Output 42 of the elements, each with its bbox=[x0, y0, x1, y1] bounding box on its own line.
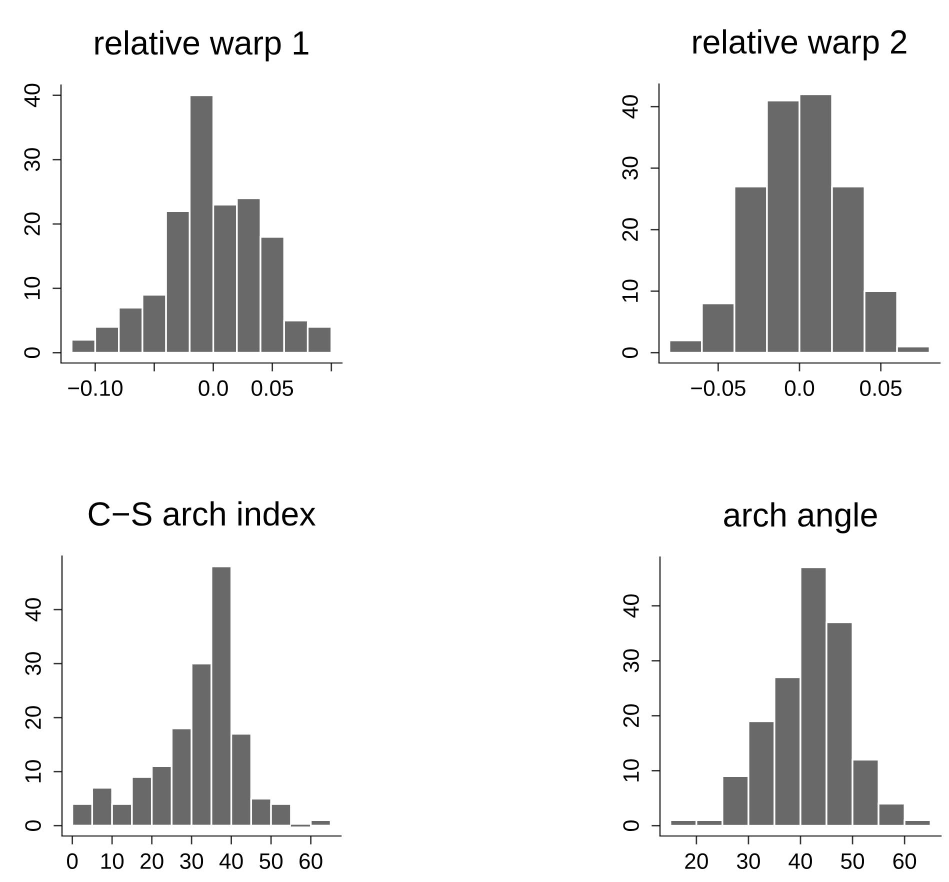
y-tick-label: 40 bbox=[622, 95, 638, 118]
y-tick-label: 20 bbox=[623, 704, 639, 727]
y-tick-label: 30 bbox=[25, 652, 41, 676]
y-tick-label: 10 bbox=[622, 280, 638, 302]
y-tick-label: 40 bbox=[25, 598, 41, 622]
x-tick-label: 60 bbox=[893, 853, 916, 869]
y-tick-label: 40 bbox=[24, 84, 40, 108]
x-tick-label: 50 bbox=[841, 853, 864, 869]
y-tick-label: 10 bbox=[623, 759, 639, 782]
y-tick-label: 0 bbox=[25, 820, 41, 831]
x-tick-label: 30 bbox=[180, 853, 204, 869]
x-tick-label: 0.0 bbox=[784, 380, 814, 396]
y-tick-label: 0 bbox=[622, 347, 638, 358]
x-tick-label: 50 bbox=[260, 853, 283, 869]
x-tick-label: 0 bbox=[67, 853, 78, 869]
y-tick-label: 0 bbox=[623, 820, 639, 831]
x-tick-label: 30 bbox=[736, 853, 760, 869]
y-tick-label: 20 bbox=[622, 218, 638, 241]
y-tick-label: 0 bbox=[24, 347, 40, 358]
chart-title: C−S arch index bbox=[88, 501, 316, 526]
x-tick-label: −0.10 bbox=[68, 380, 122, 396]
x-tick-label: 40 bbox=[219, 853, 243, 869]
x-tick-label: 20 bbox=[140, 853, 164, 869]
y-tick-label: 20 bbox=[25, 706, 41, 729]
y-tick-label: 10 bbox=[25, 760, 41, 782]
x-tick-label: −0.05 bbox=[691, 380, 746, 396]
y-tick-label: 20 bbox=[24, 212, 40, 236]
x-tick-label: 10 bbox=[101, 853, 124, 869]
y-tick-label: 10 bbox=[24, 276, 40, 300]
y-tick-label: 30 bbox=[623, 649, 639, 672]
x-tick-label: 0.05 bbox=[252, 380, 294, 396]
chart-title: relative warp 1 bbox=[95, 30, 308, 62]
x-tick-label: 20 bbox=[685, 853, 708, 869]
x-tick-label: 40 bbox=[788, 853, 812, 869]
chart-title: arch angle bbox=[724, 502, 877, 534]
y-tick-label: 30 bbox=[622, 156, 638, 180]
y-tick-label: 40 bbox=[623, 594, 639, 618]
y-tick-label: 30 bbox=[24, 148, 40, 172]
x-tick-label: 0.05 bbox=[860, 380, 902, 396]
chart-title: relative warp 2 bbox=[693, 29, 906, 60]
x-tick-label: 60 bbox=[300, 853, 322, 869]
x-tick-label: 0.0 bbox=[198, 380, 228, 396]
